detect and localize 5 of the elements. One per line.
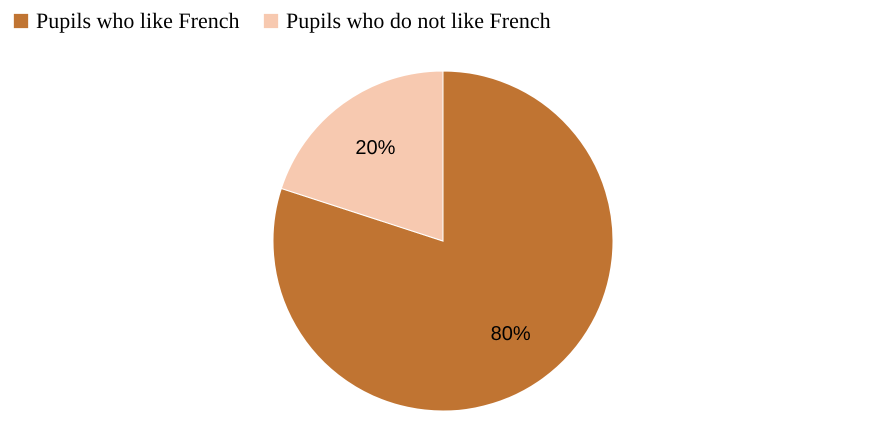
data-label: 20% <box>355 136 396 159</box>
pie-slice <box>272 70 614 412</box>
data-label: 80% <box>490 323 531 346</box>
legend-label: Pupils who like French <box>36 8 240 33</box>
legend-label: Pupils who do not like French <box>286 8 551 33</box>
